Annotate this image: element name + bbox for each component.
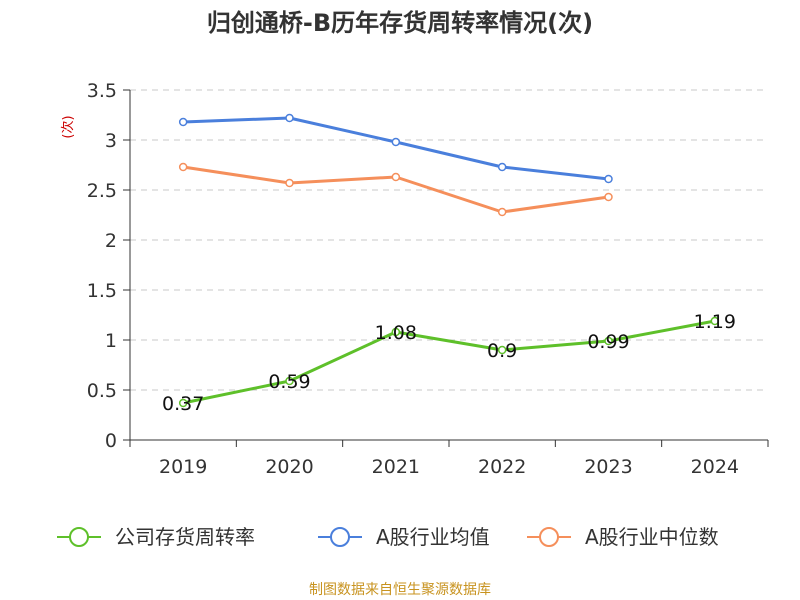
data-point (285, 178, 294, 188)
x-tick-label: 2023 (584, 456, 632, 478)
data-label: 0.9 (487, 340, 517, 362)
legend-marker (69, 527, 89, 547)
data-point (604, 336, 613, 346)
data-labels: 0.37 0.59 1.08 0.9 0.99 1.19 (162, 311, 736, 415)
x-tick-label: 2022 (478, 456, 526, 478)
x-tick-label: 2019 (159, 456, 207, 478)
legend-marker (330, 527, 350, 547)
data-point (285, 376, 294, 386)
y-tick-label: 1.5 (87, 280, 117, 302)
data-point (710, 316, 720, 326)
grid-lines (130, 89, 768, 391)
data-point (604, 174, 613, 184)
y-tick-label: 2.5 (87, 180, 117, 202)
y-axis-unit: (次) (60, 115, 76, 138)
y-tick-label: 3.5 (87, 80, 117, 102)
legend-marker (539, 527, 559, 547)
series-group (178, 113, 720, 408)
data-label: 1.08 (375, 322, 417, 344)
data-label: 0.99 (587, 331, 629, 353)
legend: 公司存货周转率 A股行业均值 A股行业中位数 (57, 525, 719, 549)
series-line (183, 116, 609, 181)
y-tick-label: 1 (105, 330, 117, 352)
data-point (604, 192, 613, 202)
data-label: 0.59 (268, 371, 310, 393)
legend-label: 公司存货周转率 (115, 525, 255, 549)
data-point (178, 398, 188, 408)
data-point (391, 137, 401, 147)
legend-label: A股行业均值 (376, 525, 490, 549)
y-tick-label: 3 (105, 130, 117, 152)
source-note: 制图数据来自恒生聚源数据库 (309, 582, 491, 598)
data-point (178, 117, 188, 127)
data-label: 1.19 (694, 311, 736, 333)
data-point (178, 162, 188, 172)
data-point (391, 327, 401, 337)
x-tick-label: 2024 (691, 456, 739, 478)
y-tick-label: 0 (105, 430, 117, 452)
data-point (391, 172, 401, 182)
axes: 0 0.5 1 1.5 2 2.5 3 3.5 2019 2020 2021 2022 2023 2024 (87, 80, 769, 478)
x-tick-label: 2021 (372, 456, 420, 478)
y-tick-label: 0.5 (87, 380, 117, 402)
x-tick-label: 2020 (265, 456, 313, 478)
data-point (497, 162, 507, 172)
chart-title: 归创通桥-B历年存货周转率情况(次) (207, 9, 593, 37)
y-tick-label: 2 (105, 230, 117, 252)
data-point (285, 113, 294, 123)
data-point (497, 345, 507, 355)
legend-label: A股行业中位数 (585, 525, 719, 549)
series-line (182, 319, 716, 405)
data-point (497, 207, 507, 217)
data-label: 0.37 (162, 393, 204, 415)
